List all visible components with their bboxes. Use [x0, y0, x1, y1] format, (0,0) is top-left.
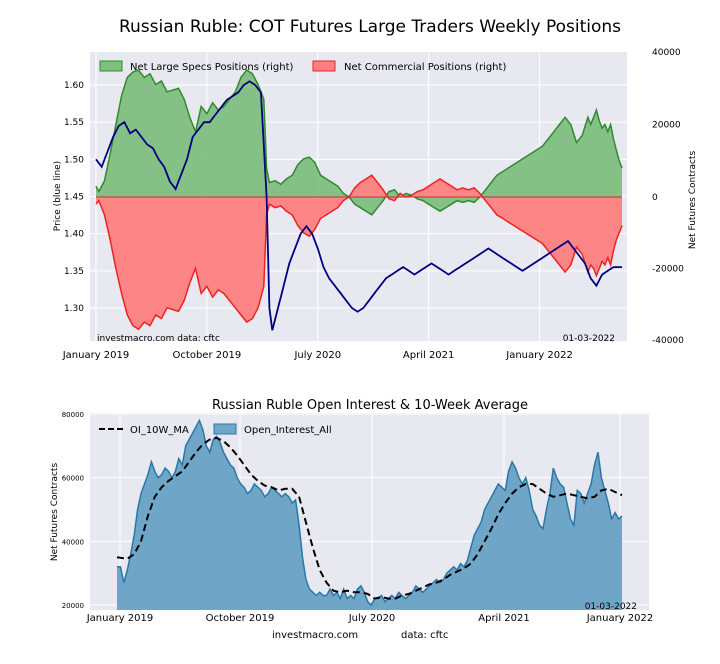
top-left-axis-label: Price (blue line) [53, 161, 63, 231]
top-x-tick-label: April 2021 [403, 350, 454, 361]
bottom-x-tick-label: January 2019 [86, 613, 154, 624]
top-series [95, 69, 623, 331]
bottom-y-tick-label: 40000 [62, 538, 84, 546]
footer-source: investmacro.com [272, 630, 359, 641]
top-left-tick-label: 1.45 [64, 193, 84, 203]
bottom-legend: OI_10W_MA Open_Interest_All [99, 423, 332, 436]
top-left-tick-label: 1.55 [64, 118, 84, 128]
bottom-chart-title: Russian Ruble Open Interest & 10-Week Av… [212, 398, 528, 413]
top-left-tick-label: 1.40 [64, 230, 84, 240]
top-left-tick-label: 1.30 [64, 304, 84, 314]
top-x-tick-label: October 2019 [173, 350, 242, 361]
bottom-series [116, 418, 623, 610]
top-axes: 1.60 1.55 1.50 1.45 1.40 1.35 1.30 40000 20000 0 -… [62, 48, 684, 361]
top-left-tick-label: 1.35 [64, 267, 84, 277]
legend-comm-swatch [312, 60, 336, 72]
top-plot: 1.60 1.55 1.50 1.45 1.40 1.35 1.30 40000 20000 0 -… [53, 48, 698, 361]
bottom-x-tick-label: April 2021 [478, 613, 529, 624]
legend-oi-swatch [213, 423, 237, 435]
main-chart-title: Russian Ruble: COT Futures Large Traders… [119, 17, 621, 37]
bottom-y-tick-label: 20000 [62, 602, 84, 610]
bottom-y-axis-label: Net Futures Contracts [50, 463, 60, 562]
top-right-tick-label: 40000 [652, 48, 681, 58]
price-line [95, 80, 622, 331]
specs-line [95, 69, 623, 216]
bottom-x-tick-label: July 2020 [348, 613, 396, 624]
footer-data: data: cftc [401, 630, 449, 641]
commercial-area [96, 175, 622, 330]
bottom-y-tick-label: 60000 [62, 475, 84, 483]
top-source-annotation: investmacro.com data: cftc [97, 334, 220, 344]
bottom-x-tick-label: October 2019 [206, 613, 275, 624]
top-left-tick-label: 1.60 [64, 81, 84, 91]
top-x-tick-label: July 2020 [293, 350, 341, 361]
top-right-tick-label: 0 [652, 193, 658, 203]
top-x-tick-label: January 2019 [62, 350, 130, 361]
top-legend: Net Large Specs Positions (right) Net Co… [99, 60, 506, 73]
commercial-line [95, 174, 623, 331]
top-right-tick-label: -40000 [652, 336, 684, 346]
top-right-tick-label: -20000 [652, 265, 684, 275]
top-x-tick-label: January 2022 [505, 350, 573, 361]
legend-comm-label: Net Commercial Positions (right) [344, 62, 506, 73]
bottom-date-annotation: 01-03-2022 [585, 602, 637, 612]
bottom-y-tick-label: 80000 [62, 411, 84, 419]
open-interest-line [117, 418, 623, 607]
top-left-tick-label: 1.50 [64, 155, 84, 165]
top-right-axis-label: Net Futures Contracts [688, 151, 698, 250]
legend-oi-label: Open_Interest_All [244, 425, 332, 436]
legend-specs-swatch [99, 60, 123, 72]
open-interest-area [117, 420, 622, 610]
bottom-x-tick-label: January 2022 [586, 613, 654, 624]
specs-area [96, 70, 622, 215]
legend-specs-label: Net Large Specs Positions (right) [130, 62, 294, 73]
top-right-tick-label: 20000 [652, 121, 681, 131]
top-date-annotation: 01-03-2022 [563, 334, 615, 344]
legend-ma-label: OI_10W_MA [130, 425, 189, 436]
